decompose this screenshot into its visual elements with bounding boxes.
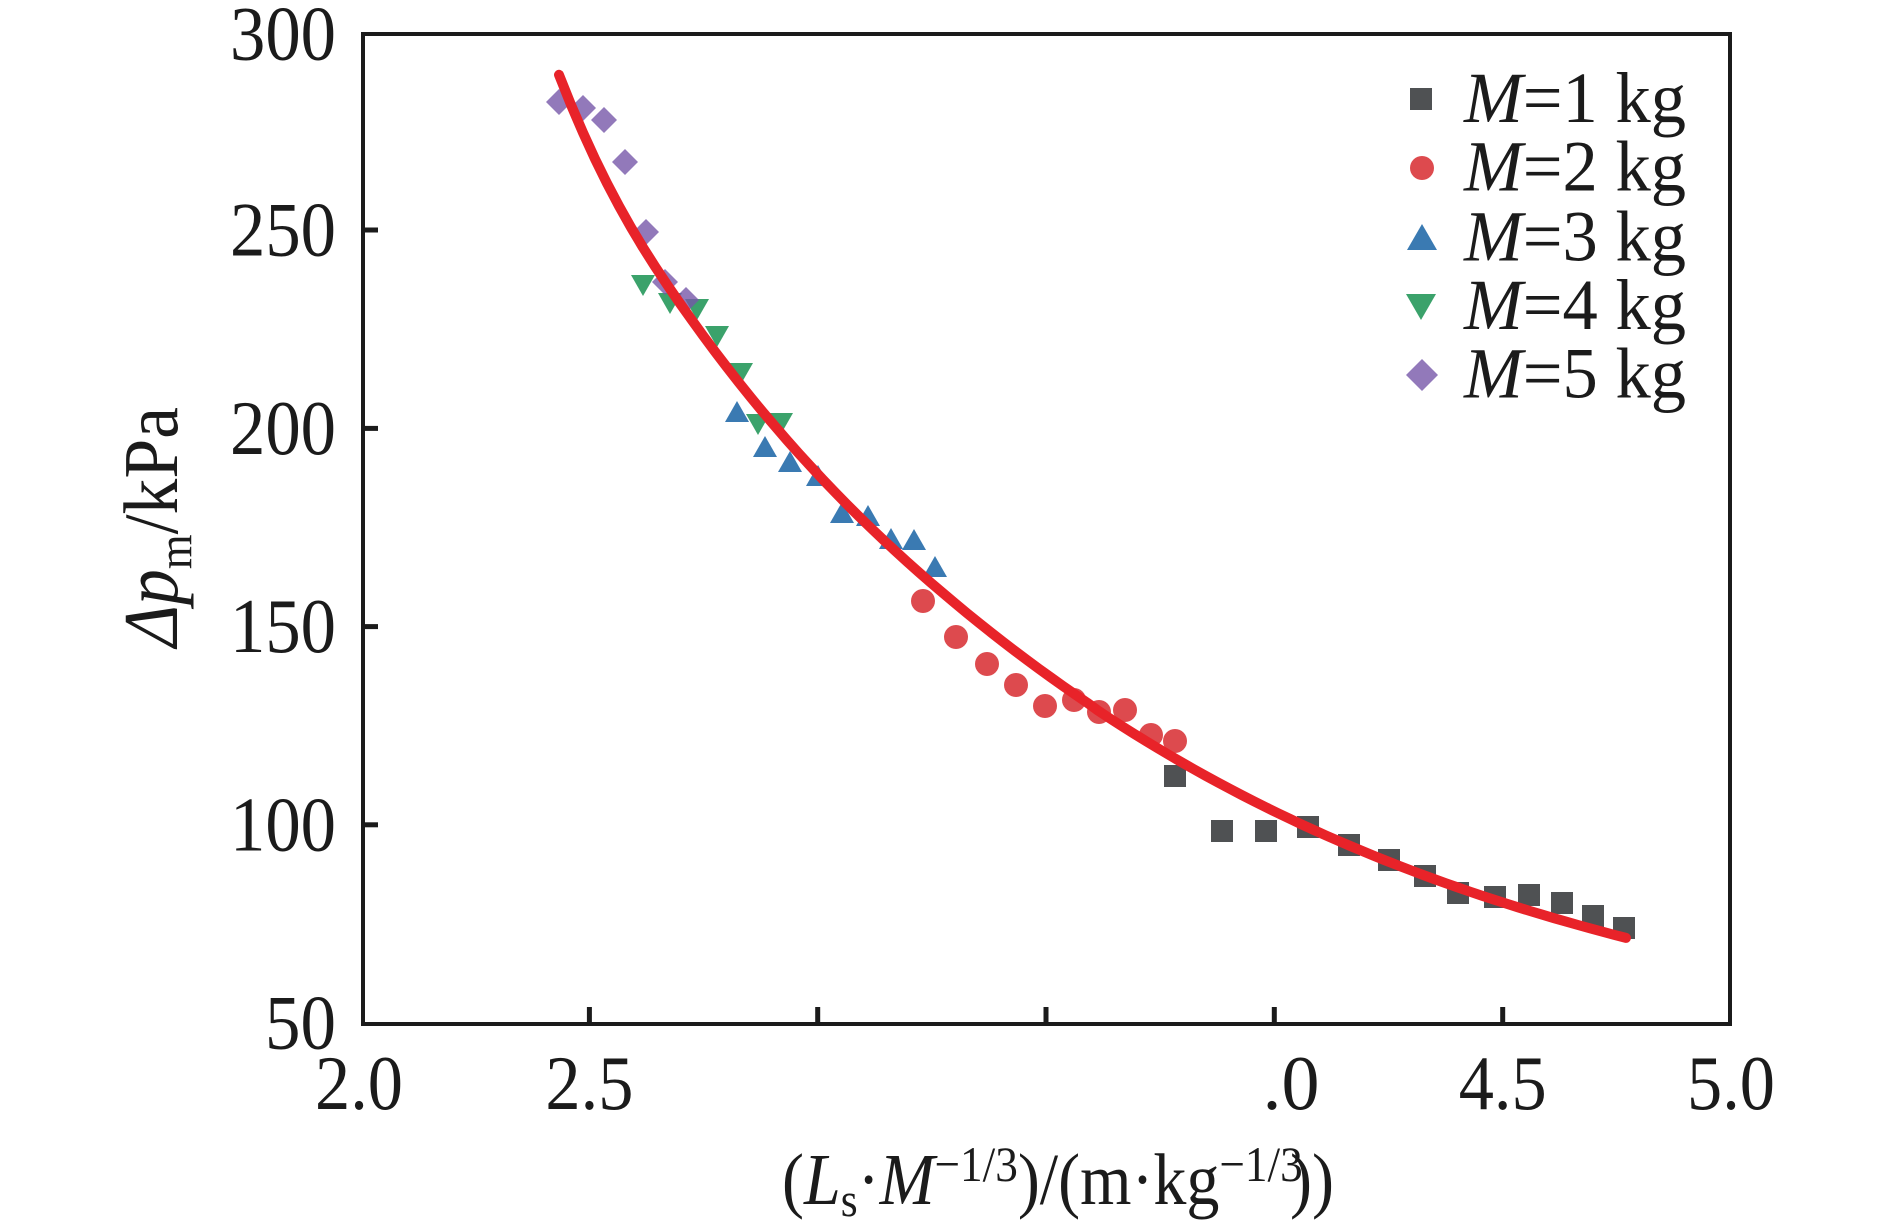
svg-text:M=5 kg: M=5 kg: [1463, 334, 1686, 414]
svg-text:4.5: 4.5: [1459, 1040, 1547, 1126]
svg-text:300: 300: [230, 0, 336, 77]
svg-text:50: 50: [265, 980, 336, 1066]
svg-text:2.0: 2.0: [315, 1040, 403, 1126]
svg-text:M=2 kg: M=2 kg: [1463, 127, 1686, 207]
svg-text:M=4 kg: M=4 kg: [1463, 265, 1686, 345]
svg-text:200: 200: [230, 385, 336, 471]
svg-text:250: 250: [230, 187, 336, 273]
svg-text:.0: .0: [1263, 1040, 1320, 1126]
svg-text:150: 150: [230, 583, 336, 669]
svg-text:100: 100: [230, 781, 336, 867]
svg-text:5.0: 5.0: [1687, 1040, 1775, 1126]
svg-text:M=1 kg: M=1 kg: [1463, 58, 1686, 138]
svg-text:2.5: 2.5: [545, 1040, 633, 1126]
svg-text:Δpm/kPa: Δpm/kPa: [108, 407, 202, 650]
svg-text:M=3 kg: M=3 kg: [1463, 197, 1686, 277]
